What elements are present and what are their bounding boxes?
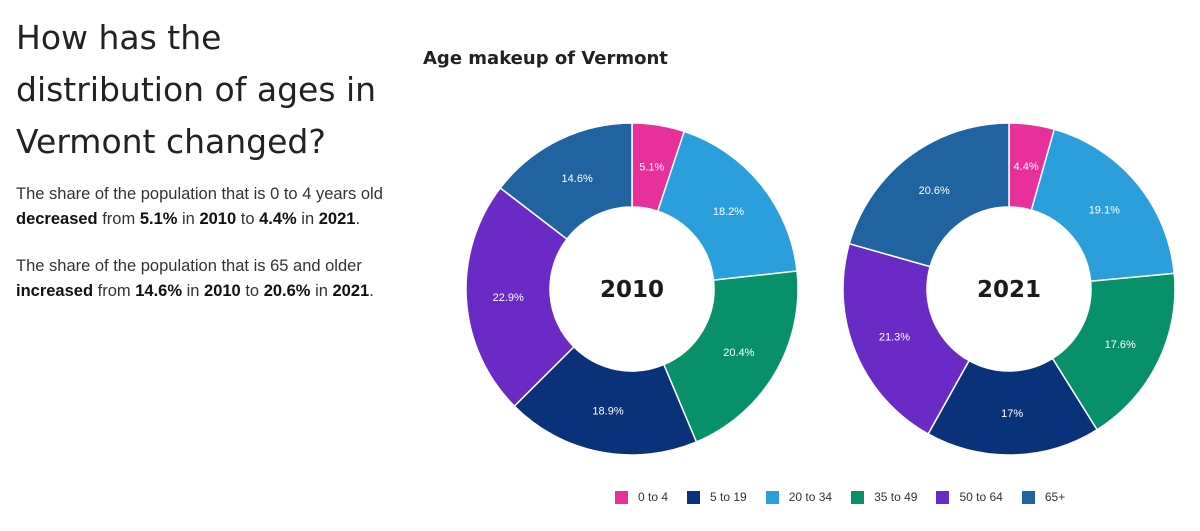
slice-65plus[interactable] (848, 122, 1010, 268)
page-title: How has the distribution of ages in Verm… (16, 18, 377, 161)
text-bold: 2021 (318, 210, 356, 228)
text: . (369, 282, 374, 300)
text-bold: 5.1% (139, 210, 178, 228)
text: in (296, 210, 319, 228)
slice-label: 4.4% (1014, 161, 1039, 173)
slice-5-to-19[interactable] (513, 345, 698, 456)
donut-2021: 4.4% 19.1% 17.6% 17% 21.3% 20.6% 2021 (842, 122, 1176, 456)
text-bold: 20.6% (263, 282, 311, 300)
legend-item[interactable]: 50 to 64 (936, 490, 1003, 504)
donut-2010: 5.1% 18.2% 20.4% 18.9% 22.9% 14.6% 2010 (465, 122, 799, 456)
text-bold: 2021 (332, 282, 370, 300)
slice-label: 21.3% (879, 331, 910, 343)
slice-label: 19.1% (1089, 205, 1120, 217)
text-bold: 4.4% (259, 210, 297, 228)
slice-label: 14.6% (562, 173, 593, 185)
slice-label: 5.1% (639, 162, 664, 174)
legend-swatch (1021, 490, 1035, 504)
slice-label: 17.6% (1105, 339, 1136, 351)
text: The share of the population that is 65 a… (16, 257, 362, 275)
slice-label: 18.9% (592, 406, 623, 418)
legend-item[interactable]: 20 to 34 (765, 490, 833, 504)
legend-item[interactable]: 35 to 49 (851, 490, 917, 504)
legend: 0 to 4 5 to 19 20 to 34 35 to 49 50 to 64 65+ (615, 490, 1084, 504)
text: in (182, 282, 205, 300)
text: to (240, 282, 264, 300)
paragraph-young: The share of the population that is 0 to… (16, 182, 396, 232)
slice-50-to-64[interactable] (465, 186, 575, 408)
text: in (177, 210, 200, 228)
slice-5-to-19[interactable] (927, 357, 1099, 456)
legend-item[interactable]: 5 to 19 (687, 490, 747, 504)
slice-label: 22.9% (493, 292, 524, 304)
text-bold: 2010 (199, 210, 237, 228)
legend-swatch (851, 490, 865, 504)
text: . (355, 210, 361, 228)
text: to (236, 210, 260, 228)
text-bold: decreased (16, 210, 98, 228)
legend-swatch (615, 490, 628, 504)
donut-center-year: 2010 (600, 277, 664, 303)
legend-item[interactable]: 65+ (1021, 490, 1066, 504)
slice-label: 20.4% (723, 347, 754, 359)
slice-65plus[interactable] (499, 122, 633, 241)
slice-50-to-64[interactable] (842, 242, 971, 435)
slice-35-to-49[interactable] (662, 270, 799, 443)
legend-label: 35 to 49 (874, 490, 918, 504)
text-bold: 14.6% (135, 282, 183, 300)
text: in (310, 282, 333, 300)
slice-label: 17% (1001, 408, 1023, 420)
legend-item[interactable]: 0 to 4 (615, 490, 668, 504)
text-bold: increased (16, 282, 94, 300)
legend-label: 20 to 34 (788, 490, 833, 504)
text-bold: 2010 (204, 282, 241, 300)
legend-swatch (936, 490, 950, 504)
slice-20-to-34[interactable] (656, 130, 798, 281)
slice-label: 18.2% (713, 206, 744, 218)
text: The share of the population that is 0 to… (16, 185, 383, 203)
paragraph-old: The share of the population that is 65 a… (16, 254, 396, 304)
slice-35-to-49[interactable] (1051, 272, 1176, 431)
legend-label: 0 to 4 (638, 490, 669, 504)
legend-label: 5 to 19 (710, 490, 747, 504)
legend-swatch (687, 490, 701, 504)
legend-label: 65+ (1044, 490, 1066, 504)
slice-20-to-34[interactable] (1030, 128, 1176, 283)
chart-title: Age makeup of Vermont (423, 48, 668, 69)
text-panel: How has the distribution of ages in Verm… (16, 12, 396, 326)
slice-label: 20.6% (919, 185, 950, 197)
donut-charts: 5.1% 18.2% 20.4% 18.9% 22.9% 14.6% 2010 4.4% 19.… (465, 122, 1176, 456)
text: from (93, 282, 136, 300)
legend-swatch (765, 490, 779, 504)
legend-label: 50 to 64 (959, 490, 1003, 504)
donut-center-year: 2021 (977, 277, 1041, 303)
text: from (97, 210, 140, 228)
